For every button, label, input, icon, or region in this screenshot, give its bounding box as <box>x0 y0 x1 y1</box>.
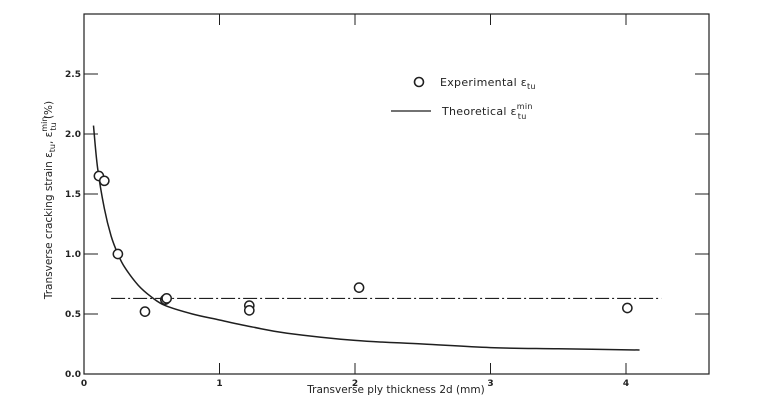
data-point <box>161 293 173 304</box>
axis-ticks: 0 1 2 3 4 0.0 0.5 1.0 1.5 2.0 2.5 <box>65 14 709 389</box>
y-axis-label-sub2: tu <box>49 122 58 130</box>
x-tick-label: 2 <box>352 379 358 389</box>
data-point <box>243 305 255 316</box>
data-point <box>112 248 124 260</box>
legend-label-experimental-sub: tu <box>527 82 536 91</box>
data-point <box>98 175 110 187</box>
x-tick-label: 3 <box>487 379 493 389</box>
y-tick-label: 0.0 <box>65 370 81 380</box>
legend-label-theoretical-sub: tu <box>518 112 527 121</box>
y-tick-label: 1.0 <box>65 250 81 260</box>
x-axis-label: Transverse ply thickness 2d (mm) <box>306 384 484 396</box>
y-axis-label: Transverse cracking strain εtu, εmintu (… <box>40 101 58 300</box>
svg-text:Theoretical εmintu: Theoretical εmin tu <box>441 102 533 121</box>
x-tick-label: 1 <box>216 379 222 389</box>
y-tick-label: 1.5 <box>65 190 81 200</box>
data-point <box>353 282 365 293</box>
y-tick-label: 2.5 <box>65 70 81 80</box>
theoretical-curve <box>92 125 640 351</box>
open-circle-marker-icon <box>413 76 425 88</box>
legend-label-theoretical: Theoretical ε <box>441 105 517 118</box>
y-tick-label: 2.0 <box>65 130 81 140</box>
legend-item-theoretical: Theoretical εmin tu <box>391 102 533 121</box>
y-axis-label-unit: (%) <box>43 101 55 123</box>
y-axis-label-sup2: min <box>40 117 49 132</box>
x-tick-label: 4 <box>623 379 629 389</box>
data-point <box>622 302 633 314</box>
legend-label-experimental: Experimental ε <box>440 76 527 89</box>
plot-border <box>83 13 710 375</box>
svg-text:Experimental εtu: Experimental εtu <box>440 76 536 91</box>
x-tick-label: 0 <box>81 379 87 389</box>
legend: Experimental εtu Theoretical εmin tu <box>391 76 536 121</box>
plot-frame <box>83 13 710 375</box>
legend-label-theoretical-sup: min <box>517 102 533 111</box>
y-axis-label-sep: , ε <box>43 132 55 144</box>
experimental-points <box>93 170 633 317</box>
legend-item-experimental: Experimental εtu <box>413 76 536 91</box>
y-axis-label-main: Transverse cracking strain ε <box>43 152 55 300</box>
y-tick-label: 0.5 <box>65 310 81 320</box>
data-point <box>139 306 151 317</box>
y-axis-label-sub1: tu <box>48 144 57 152</box>
theoretical-curve-path <box>92 125 640 351</box>
